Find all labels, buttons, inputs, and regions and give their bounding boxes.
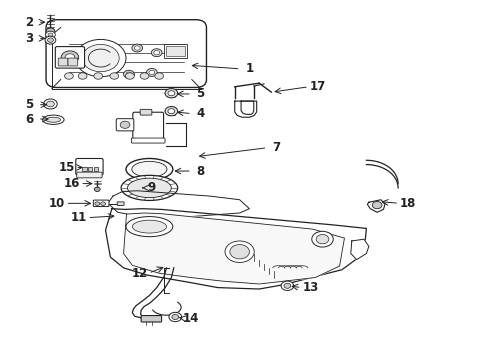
Circle shape xyxy=(311,231,332,247)
FancyBboxPatch shape xyxy=(141,316,161,322)
Text: 9: 9 xyxy=(147,181,156,194)
Circle shape xyxy=(45,31,55,39)
Circle shape xyxy=(140,73,149,79)
Text: 8: 8 xyxy=(196,165,204,177)
Text: 6: 6 xyxy=(25,113,33,126)
Text: 14: 14 xyxy=(183,311,199,325)
Bar xyxy=(88,167,92,171)
Circle shape xyxy=(167,109,174,114)
Text: 10: 10 xyxy=(48,197,65,210)
Circle shape xyxy=(45,36,56,44)
Text: 16: 16 xyxy=(63,177,80,190)
Circle shape xyxy=(164,107,177,116)
Bar xyxy=(94,167,98,171)
Circle shape xyxy=(167,91,174,96)
Circle shape xyxy=(95,202,100,206)
Text: 13: 13 xyxy=(302,281,318,294)
FancyBboxPatch shape xyxy=(46,20,206,87)
Text: 1: 1 xyxy=(245,62,253,75)
Polygon shape xyxy=(105,209,366,289)
Circle shape xyxy=(120,121,130,129)
Circle shape xyxy=(94,187,100,192)
Polygon shape xyxy=(234,101,256,117)
Bar xyxy=(163,44,187,58)
Text: 18: 18 xyxy=(399,197,415,210)
Circle shape xyxy=(316,234,328,244)
Bar xyxy=(82,167,86,171)
Circle shape xyxy=(284,283,290,288)
Text: 4: 4 xyxy=(196,107,204,120)
Ellipse shape xyxy=(126,158,172,180)
Circle shape xyxy=(46,28,55,35)
Circle shape xyxy=(46,101,54,107)
Circle shape xyxy=(82,44,119,72)
Ellipse shape xyxy=(132,220,166,233)
Ellipse shape xyxy=(126,217,172,237)
Circle shape xyxy=(134,46,140,50)
FancyBboxPatch shape xyxy=(68,58,78,66)
Circle shape xyxy=(61,51,79,64)
Circle shape xyxy=(164,89,177,98)
Circle shape xyxy=(155,73,163,79)
FancyBboxPatch shape xyxy=(93,200,109,207)
FancyBboxPatch shape xyxy=(117,202,124,206)
Circle shape xyxy=(78,73,87,79)
FancyBboxPatch shape xyxy=(55,46,84,68)
Text: 12: 12 xyxy=(131,267,147,280)
Circle shape xyxy=(123,70,134,78)
Text: 7: 7 xyxy=(272,141,280,154)
FancyBboxPatch shape xyxy=(116,119,134,131)
Circle shape xyxy=(281,281,293,291)
Circle shape xyxy=(151,49,162,57)
Polygon shape xyxy=(123,213,344,284)
Circle shape xyxy=(75,40,126,77)
Circle shape xyxy=(64,73,73,79)
Ellipse shape xyxy=(42,115,64,125)
Ellipse shape xyxy=(46,117,61,122)
FancyBboxPatch shape xyxy=(76,158,103,175)
Text: 11: 11 xyxy=(70,211,87,224)
FancyBboxPatch shape xyxy=(140,109,152,115)
Polygon shape xyxy=(350,239,368,260)
Circle shape xyxy=(110,73,119,79)
Circle shape xyxy=(229,244,249,259)
Text: 15: 15 xyxy=(58,161,75,174)
Text: 3: 3 xyxy=(25,32,33,45)
Circle shape xyxy=(47,38,53,42)
FancyBboxPatch shape xyxy=(133,112,163,142)
Text: 5: 5 xyxy=(196,87,204,100)
FancyBboxPatch shape xyxy=(58,58,68,66)
Ellipse shape xyxy=(121,175,177,201)
Polygon shape xyxy=(108,191,249,218)
Circle shape xyxy=(132,44,142,52)
Circle shape xyxy=(125,73,134,79)
Circle shape xyxy=(43,99,57,109)
Ellipse shape xyxy=(127,178,171,198)
Text: 2: 2 xyxy=(25,16,33,29)
Circle shape xyxy=(154,50,159,55)
Circle shape xyxy=(65,54,75,61)
Circle shape xyxy=(101,202,105,206)
Text: 5: 5 xyxy=(25,98,33,111)
FancyBboxPatch shape xyxy=(77,172,102,178)
Circle shape xyxy=(126,72,132,76)
Ellipse shape xyxy=(132,161,166,177)
FancyBboxPatch shape xyxy=(131,138,164,143)
Circle shape xyxy=(94,73,102,79)
Circle shape xyxy=(224,241,254,262)
Circle shape xyxy=(48,33,53,37)
Circle shape xyxy=(146,68,157,76)
Polygon shape xyxy=(366,200,384,212)
Circle shape xyxy=(168,312,181,321)
Circle shape xyxy=(371,202,381,209)
Text: 17: 17 xyxy=(309,80,325,93)
Circle shape xyxy=(171,315,178,319)
Circle shape xyxy=(149,70,155,75)
Bar xyxy=(166,46,184,56)
